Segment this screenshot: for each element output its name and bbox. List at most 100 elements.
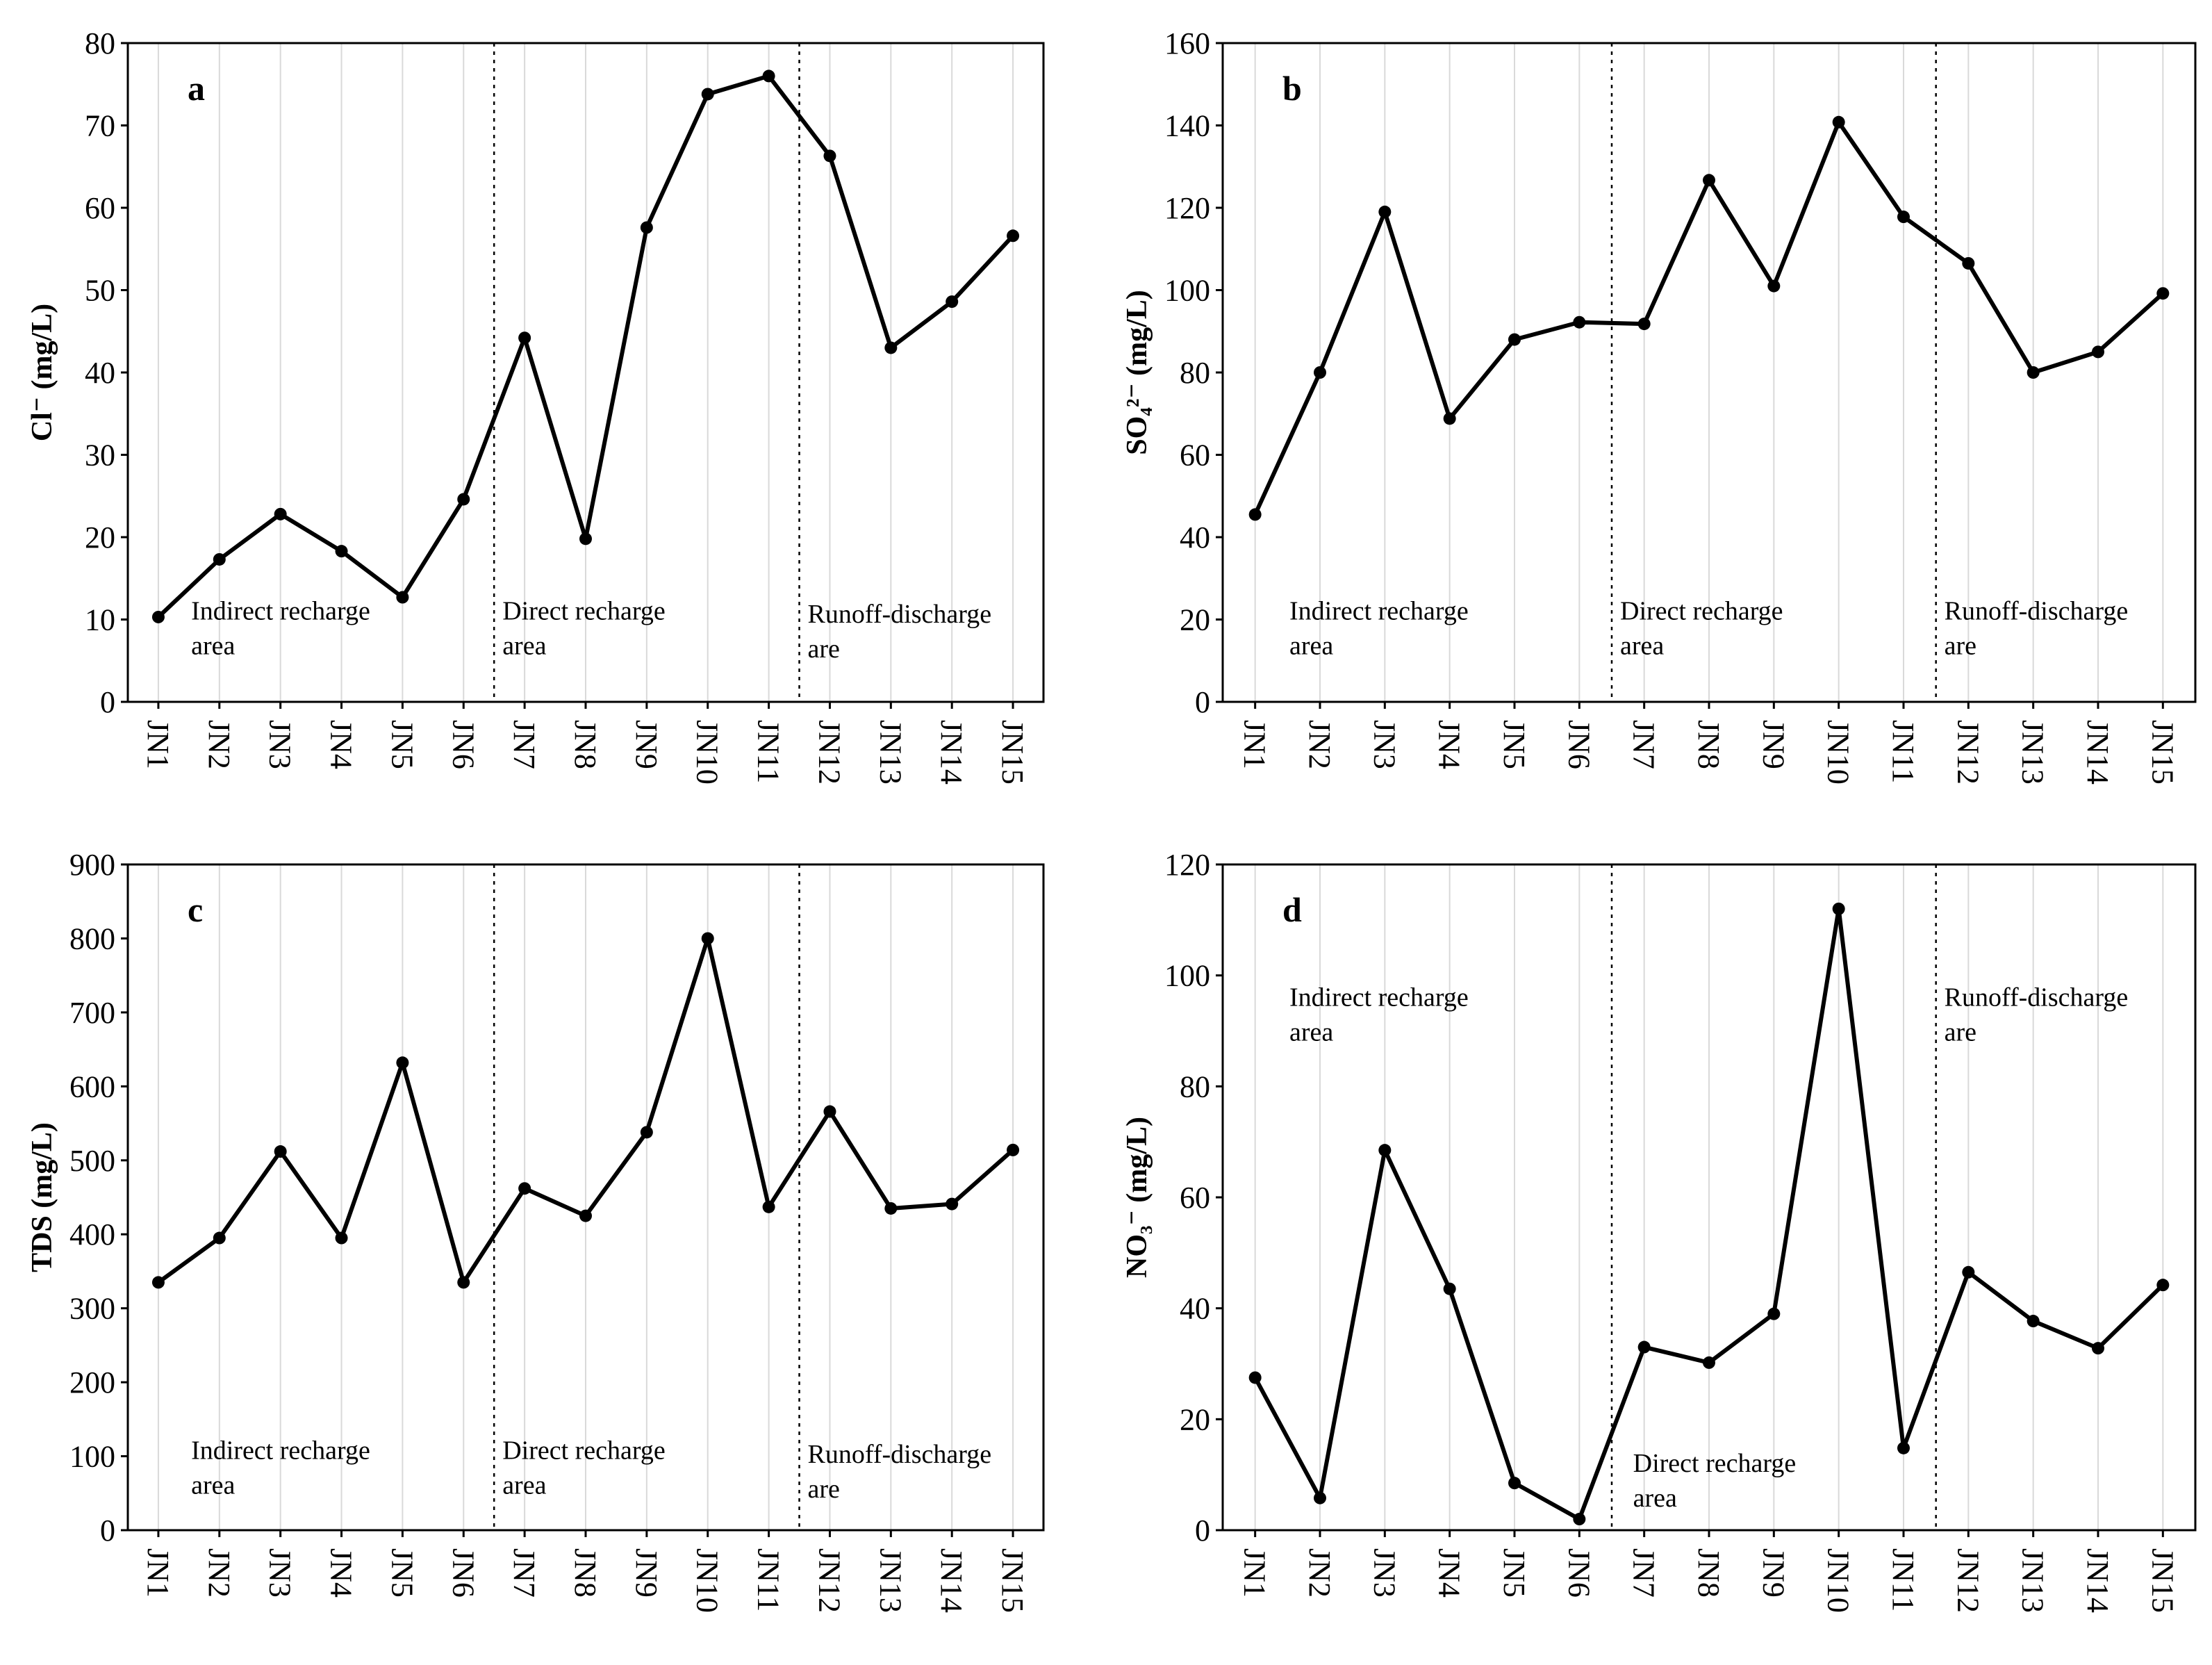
region-label: area (502, 631, 546, 660)
region-label: area (191, 631, 235, 660)
x-tick-label: JN14 (2081, 1548, 2115, 1613)
x-tick-label: JN5 (385, 1548, 419, 1598)
x-tick-label: JN8 (1692, 1548, 1726, 1598)
region-label: are (1945, 631, 1976, 660)
data-point (518, 331, 531, 345)
data-point (1767, 1307, 1781, 1320)
y-tick-label: 0 (1195, 685, 1210, 719)
data-point (2027, 366, 2040, 379)
y-tick-label: 0 (100, 685, 115, 719)
x-tick-label: JN14 (934, 1548, 968, 1613)
panel-label: c (188, 890, 203, 929)
data-point (1637, 318, 1651, 331)
y-axis-label: SO₄²⁻ (mg/L) (1121, 290, 1153, 455)
y-tick-label: 60 (1180, 438, 1210, 473)
x-tick-label: JN6 (446, 1548, 480, 1598)
chart-panel-c: 0 100 200 300 400 500 600 700 800 900 JN1 JN2 JN3 JN4… (26, 848, 1045, 1613)
y-tick-label: 400 (69, 1217, 115, 1252)
y-tick-label: 300 (69, 1292, 115, 1326)
x-tick-label: JN4 (1433, 720, 1467, 769)
region-label: area (191, 1471, 235, 1500)
x-tick-label: JN9 (629, 1548, 663, 1598)
x-tick-label: JN1 (1238, 1548, 1272, 1598)
x-tick-label: JN13 (873, 1548, 907, 1613)
region-label: Runoff-discharge (1945, 596, 2129, 625)
panel-label: b (1282, 69, 1302, 108)
region-label: Indirect recharge (1289, 983, 1469, 1012)
data-point (946, 295, 959, 309)
x-tick-label: JN7 (507, 1548, 541, 1598)
y-tick-label: 120 (1164, 848, 1210, 882)
region-label: are (808, 1475, 840, 1504)
chart-panel-b: 0 20 40 60 80 100 120 140 160 JN1 JN2 JN3 JN4 JN5 JN6 J… (1121, 26, 2197, 785)
y-tick-label: 80 (1180, 356, 1210, 390)
data-point (1378, 205, 1392, 218)
region-label: area (1289, 631, 1333, 660)
y-tick-label: 80 (85, 26, 115, 60)
data-point (2092, 1342, 2104, 1355)
data-point (457, 1276, 470, 1289)
data-point (1508, 333, 1521, 346)
y-tick-label: 10 (85, 603, 115, 637)
y-tick-label: 40 (85, 356, 115, 390)
x-tick-label: JN7 (1627, 1548, 1661, 1598)
region-label: area (1289, 1018, 1333, 1047)
x-tick-label: JN7 (1627, 720, 1661, 769)
x-tick-label: JN12 (812, 720, 846, 785)
x-tick-label: JN3 (1367, 1548, 1401, 1598)
data-point (640, 221, 653, 234)
data-point (701, 932, 714, 945)
y-tick-label: 50 (85, 274, 115, 308)
data-point (335, 545, 348, 558)
x-tick-label: JN11 (752, 720, 786, 783)
x-tick-label: JN6 (1562, 720, 1596, 769)
x-tick-label: JN6 (446, 720, 480, 769)
y-tick-label: 0 (1195, 1514, 1210, 1548)
x-tick-label: JN4 (324, 720, 358, 769)
data-point (1897, 211, 1910, 224)
x-tick-label: JN4 (324, 1548, 358, 1598)
x-tick-label: JN9 (1756, 720, 1790, 769)
x-tick-label: JN1 (141, 720, 175, 769)
data-point (1962, 1265, 1975, 1279)
data-point (1962, 256, 1975, 270)
x-tick-label: JN13 (2016, 1548, 2050, 1613)
x-tick-label: JN10 (691, 720, 725, 785)
x-tick-label: JN13 (2016, 720, 2050, 785)
data-point (946, 1197, 959, 1211)
data-point (1637, 1340, 1651, 1354)
y-tick-label: 600 (69, 1069, 115, 1104)
x-tick-label: JN11 (752, 1548, 786, 1611)
region-label: Direct recharge (1633, 1449, 1797, 1478)
region-label: Direct recharge (502, 596, 666, 625)
data-point (274, 507, 287, 520)
data-point (884, 341, 898, 354)
x-tick-label: JN15 (2145, 720, 2179, 785)
data-point (1703, 174, 1715, 187)
x-tick-label: JN9 (1756, 1548, 1790, 1598)
x-tick-label: JN10 (1822, 1548, 1856, 1613)
y-axis-label: Cl⁻ (mg/L) (26, 304, 58, 441)
data-point (396, 591, 409, 604)
x-tick-label: JN2 (1303, 1548, 1337, 1598)
y-tick-label: 100 (1164, 274, 1210, 308)
region-label: Indirect recharge (191, 596, 370, 625)
data-point (1248, 1371, 1262, 1384)
x-tick-label: JN12 (1951, 720, 1985, 785)
y-tick-label: 800 (69, 921, 115, 955)
y-tick-label: 0 (100, 1514, 115, 1548)
y-tick-label: 60 (85, 191, 115, 225)
x-tick-label: JN15 (2145, 1548, 2179, 1613)
data-point (274, 1145, 287, 1158)
data-point (1007, 1143, 1020, 1156)
x-tick-label: JN13 (873, 720, 907, 785)
x-tick-label: JN12 (1951, 1548, 1985, 1613)
x-tick-label: JN12 (812, 1548, 846, 1613)
x-tick-label: JN9 (629, 720, 663, 769)
data-point (1573, 315, 1586, 329)
y-tick-label: 70 (85, 109, 115, 143)
data-point (701, 88, 714, 101)
data-point (2027, 1315, 2040, 1328)
region-label: area (1633, 1484, 1677, 1513)
x-tick-label: JN10 (1822, 720, 1856, 785)
